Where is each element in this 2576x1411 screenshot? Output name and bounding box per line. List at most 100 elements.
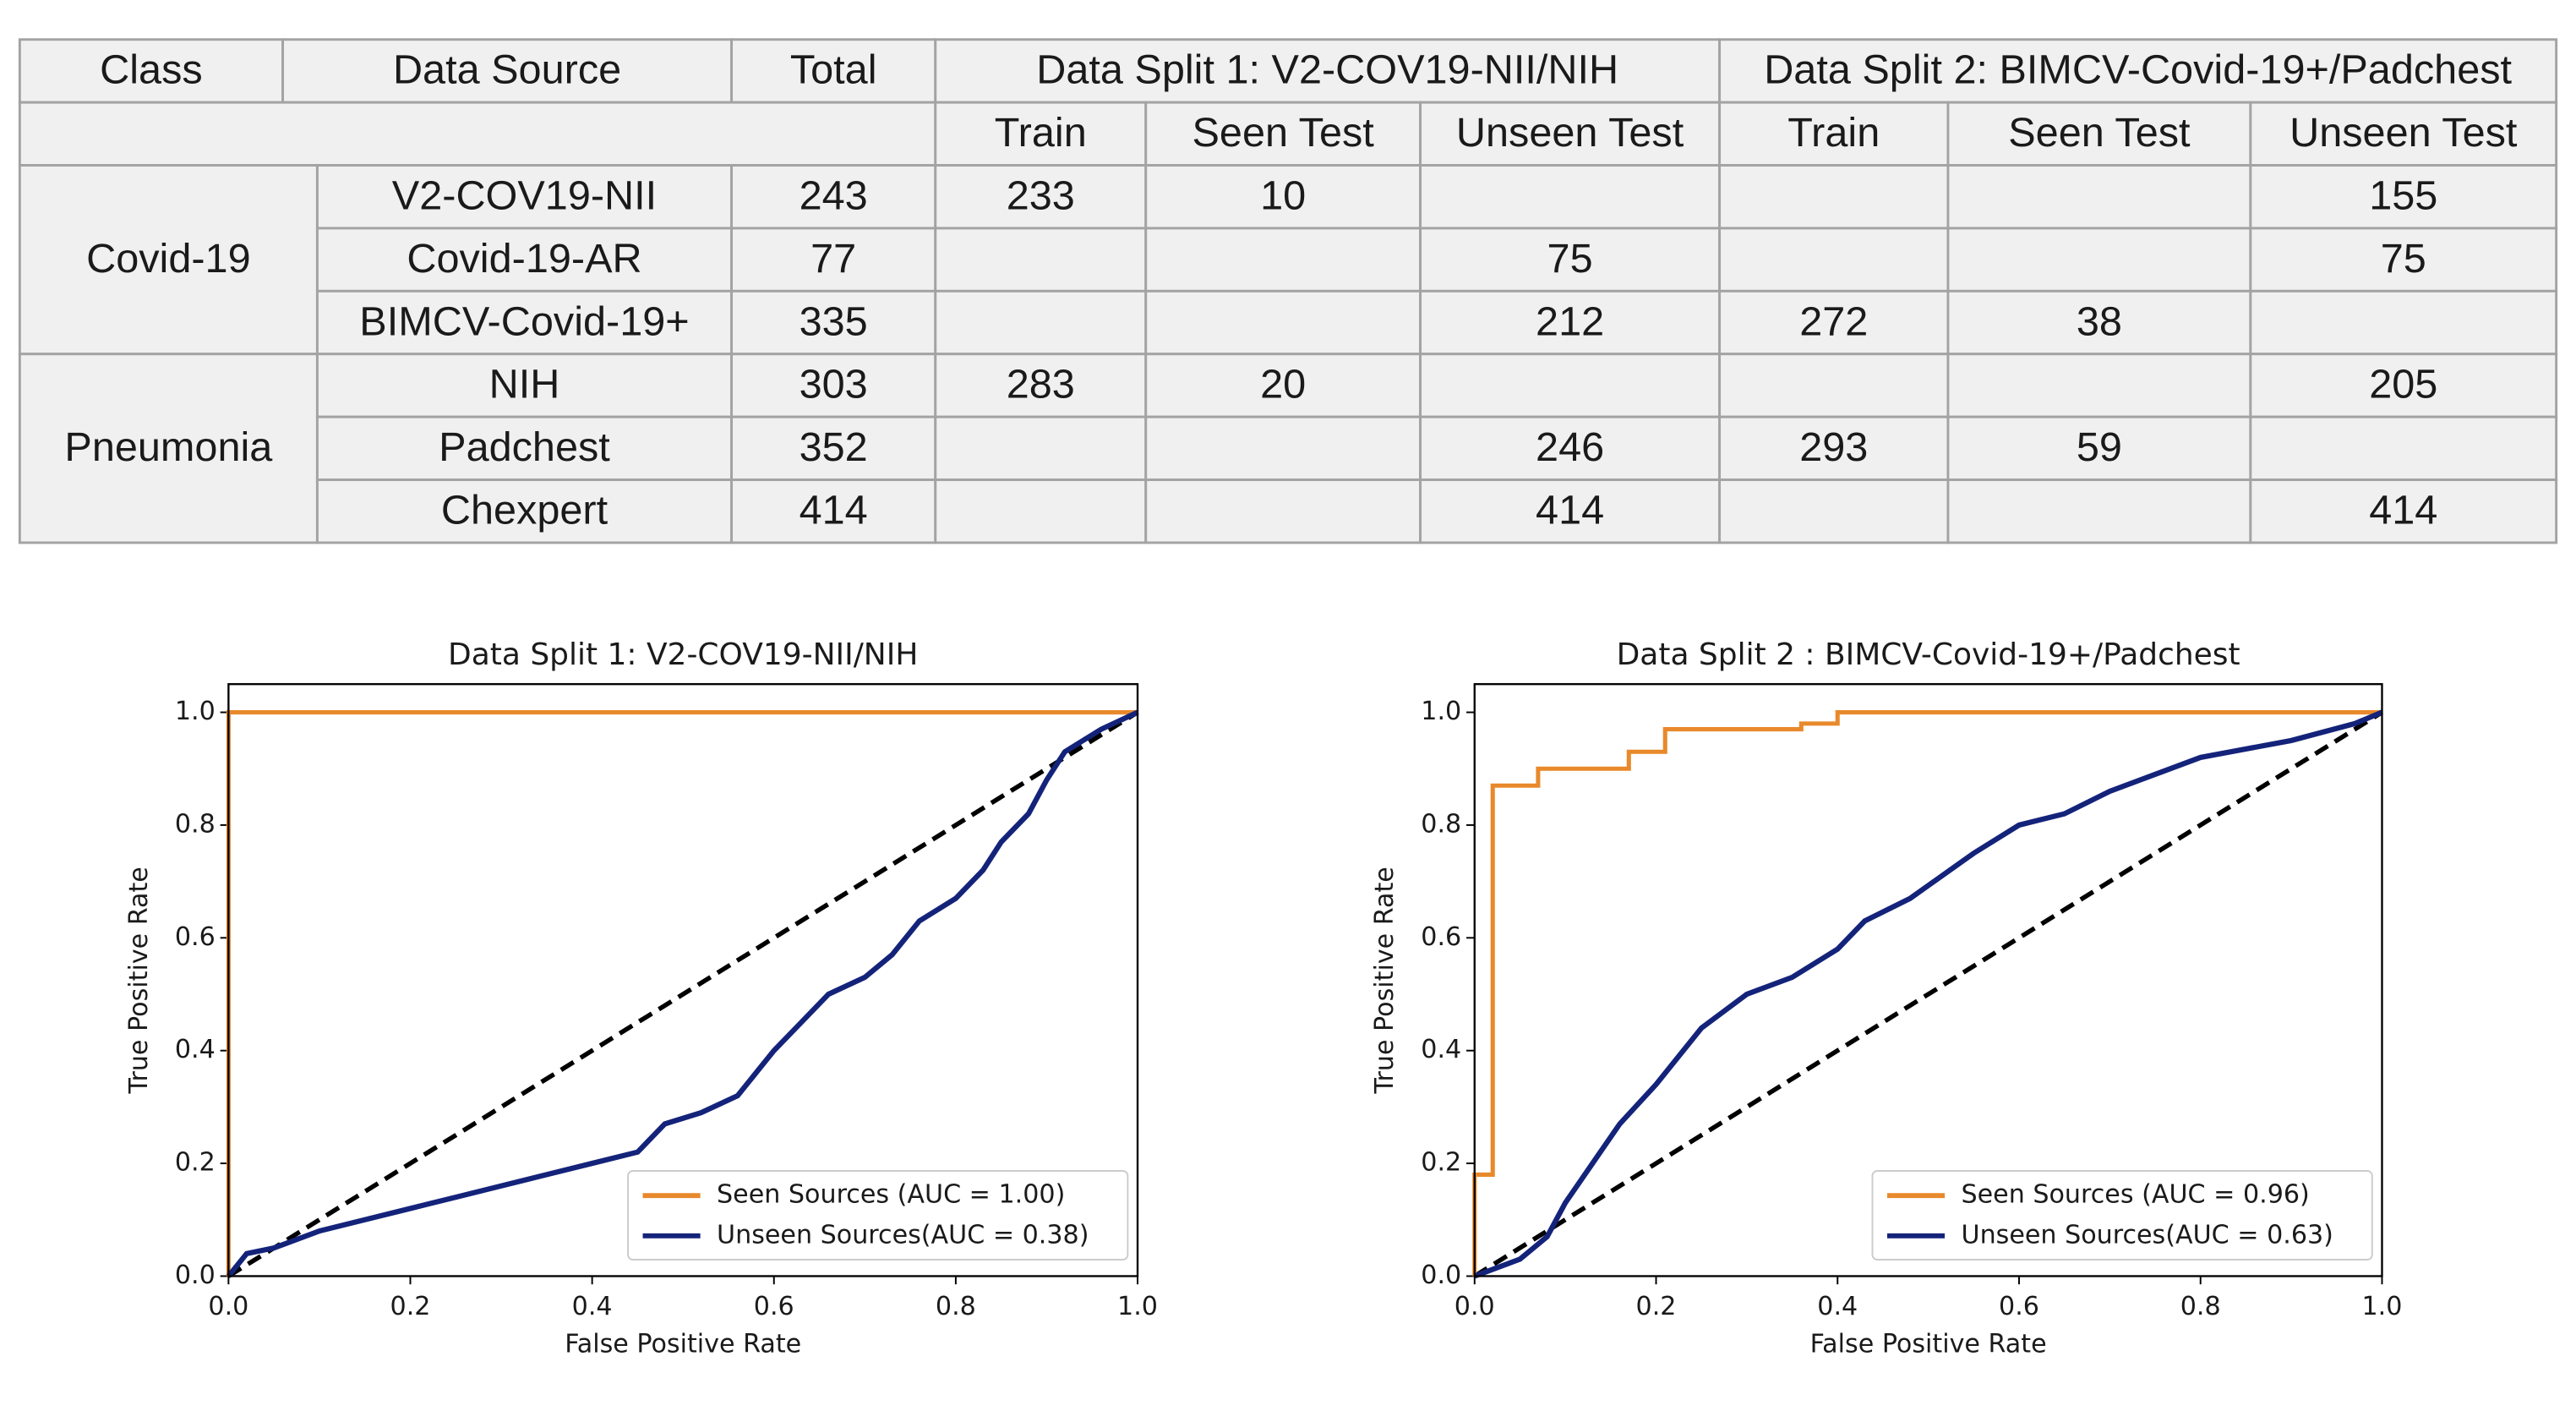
table-cell [1946, 479, 2252, 544]
table-cell [281, 38, 734, 104]
roc-curve [1473, 709, 2383, 1279]
chart-1: Data Split 1: V2-COV19-NII/NIH False Posi… [124, 637, 1158, 1359]
chart-title: Data Split 2 : BIMCV-Covid-19+/Padchest [1617, 637, 2240, 672]
table-cell [18, 38, 285, 104]
cell-text: Train [995, 110, 1087, 156]
table-cell [1419, 101, 1722, 167]
table-cell [18, 164, 319, 356]
table-cell [1946, 164, 2252, 230]
table-cell [1718, 353, 1950, 418]
cell-text: 205 [2369, 362, 2437, 407]
table-cell [934, 289, 1148, 356]
table-cell [1144, 164, 1422, 230]
cell-text: Data Source [393, 47, 621, 93]
cell-text: 414 [800, 488, 868, 533]
table-cell [1718, 415, 1950, 481]
legend-label: Seen Sources (AUC = 0.96) [1962, 1180, 2310, 1210]
cell-text: Seen Test [1192, 110, 1375, 156]
chart-title: Data Split 1: V2-COV19-NII/NIH [448, 637, 918, 672]
cell-text: Chexpert [441, 488, 609, 533]
table-cell [730, 164, 937, 230]
y-tick-label: 1.0 [1421, 697, 1461, 726]
table-cell [730, 353, 937, 418]
legend-label: Seen Sources (AUC = 1.00) [717, 1180, 1065, 1210]
table-cell [1718, 164, 1950, 230]
table-cell [934, 101, 1148, 167]
table-cell [2249, 227, 2558, 293]
table-cell [1419, 227, 1722, 293]
table-cell [2249, 289, 2558, 356]
cell-text: Train [1787, 110, 1880, 156]
cell-text: 293 [1799, 424, 1868, 470]
cell-text: 243 [800, 173, 868, 219]
table-cell [18, 101, 937, 167]
y-tick-label: 0.4 [1421, 1035, 1461, 1064]
table-cell [2249, 415, 2558, 481]
table-cell [18, 353, 319, 544]
x-tick-label: 0.4 [1817, 1292, 1858, 1321]
y-tick-label: 1.0 [175, 697, 216, 726]
y-axis-label: True Positive Rate [1370, 867, 1400, 1094]
y-tick-label: 0.6 [175, 922, 216, 952]
cell-text: 10 [1260, 173, 1306, 219]
chart-2: Data Split 2 : BIMCV-Covid-19+/Padchest F… [1370, 637, 2402, 1359]
cell-text: Unseen Test [2289, 110, 2518, 156]
plot-frame [227, 683, 1139, 1277]
cell-text: 38 [2077, 298, 2122, 344]
table-cell [934, 227, 1148, 293]
x-tick-label: 0.2 [1636, 1292, 1677, 1321]
cell-text: Seen Test [2008, 110, 2191, 156]
x-axis-label: False Positive Rate [565, 1330, 801, 1359]
x-tick-label: 0.2 [390, 1292, 431, 1321]
roc-curve [226, 709, 1139, 1278]
y-tick-label: 0.2 [175, 1148, 216, 1178]
cell-text: 77 [810, 236, 856, 282]
table-cell [1144, 353, 1422, 418]
table-cell [934, 415, 1148, 481]
table-cell [730, 289, 937, 356]
x-tick-label: 1.0 [1117, 1292, 1158, 1321]
legend-box [1871, 1169, 2373, 1261]
table-cell [1718, 479, 1950, 544]
cell-text: Unseen Test [1456, 110, 1684, 156]
cell-text: 155 [2369, 173, 2437, 219]
chance-line [1473, 710, 2383, 1278]
table-cell [1419, 164, 1722, 230]
plot-frame [1473, 683, 2383, 1277]
x-tick-label: 0.6 [1999, 1292, 2039, 1321]
cell-text: 335 [800, 298, 868, 344]
cell-text: 233 [1007, 173, 1075, 219]
cell-text: 414 [1536, 488, 1604, 533]
table-cell [1718, 227, 1950, 293]
cell-text: Covid-19 [86, 236, 251, 282]
x-tick-label: 1.0 [2362, 1292, 2403, 1321]
cell-text: BIMCV-Covid-19+ [359, 298, 689, 344]
chance-line [226, 710, 1139, 1278]
y-tick-label: 0.4 [175, 1035, 216, 1064]
table-cell [934, 479, 1148, 544]
table-cell [730, 227, 937, 293]
y-tick-label: 0.8 [175, 809, 216, 839]
legend-label: Unseen Sources(AUC = 0.38) [717, 1220, 1089, 1250]
cell-text: Data Split 1: V2-COV19-NII/NIH [1036, 47, 1618, 93]
cell-text: 75 [1547, 236, 1593, 282]
table-cell [1144, 415, 1422, 481]
table-cell [1946, 353, 2252, 418]
y-tick-label: 0.0 [1421, 1261, 1461, 1290]
table-cell [1144, 289, 1422, 356]
y-tick-label: 0.0 [175, 1261, 216, 1290]
cell-text: 283 [1007, 362, 1075, 407]
table-cell [315, 289, 734, 356]
cell-text: 272 [1799, 298, 1868, 344]
cell-text: 414 [2369, 488, 2437, 533]
table-cell [1144, 479, 1422, 544]
legend-box [627, 1169, 1129, 1261]
x-tick-label: 0.8 [936, 1292, 976, 1321]
x-tick-label: 0.6 [754, 1292, 794, 1321]
x-tick-label: 0.4 [572, 1292, 613, 1321]
x-tick-label: 0.0 [208, 1292, 248, 1321]
table-cell [2249, 479, 2558, 544]
table-cell [1946, 227, 2252, 293]
y-tick-label: 0.2 [1421, 1148, 1461, 1178]
